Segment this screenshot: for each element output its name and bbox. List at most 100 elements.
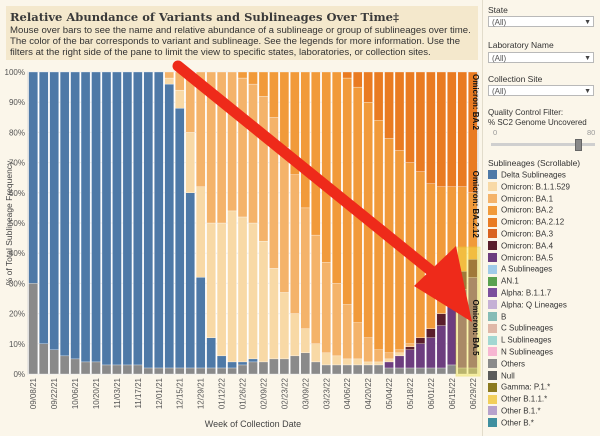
series-annotation: Omicron: BA.5 bbox=[471, 300, 480, 357]
bar-segment bbox=[80, 71, 91, 363]
legend-item[interactable]: B bbox=[488, 311, 506, 323]
series-annotation: Omicron: BA.2.12 bbox=[471, 171, 480, 239]
legend-item[interactable]: Other B.* bbox=[488, 418, 534, 429]
bar-segment bbox=[373, 361, 384, 366]
x-tick-label: 09/22/21 bbox=[50, 377, 59, 409]
legend-swatch bbox=[488, 347, 497, 357]
bar-segment bbox=[290, 174, 300, 314]
state-filter-value: (All) bbox=[492, 18, 507, 27]
series-annotation: Omicron: BA.2 bbox=[471, 74, 480, 131]
y-tick-label: 60% bbox=[9, 189, 25, 198]
x-tick-label: 09/08/21 bbox=[29, 377, 38, 409]
bar-segment bbox=[321, 364, 331, 375]
legend-item[interactable]: Other B.1.1.* bbox=[488, 394, 547, 405]
bar-segment bbox=[290, 355, 300, 375]
legend-label: Other B.1.1.* bbox=[501, 394, 548, 404]
y-tick-label: 80% bbox=[9, 128, 25, 137]
bar-segment bbox=[216, 367, 227, 375]
bar-segment bbox=[101, 364, 112, 375]
bar-segment bbox=[436, 313, 447, 326]
bar-segment bbox=[258, 96, 269, 242]
legend-item[interactable]: Omicron: BA.1 bbox=[488, 193, 554, 205]
bar-segment bbox=[227, 361, 237, 369]
legend-swatch bbox=[488, 205, 497, 215]
bar-segment bbox=[248, 71, 258, 85]
bar-segment bbox=[143, 71, 153, 369]
legend-label: Delta Sublineages bbox=[501, 170, 566, 180]
y-tick-label: 0% bbox=[13, 370, 25, 379]
y-tick-label: 50% bbox=[9, 219, 25, 228]
legend-swatch bbox=[488, 359, 497, 369]
bar-segment bbox=[175, 367, 185, 375]
bar-segment bbox=[394, 349, 405, 354]
bar-segment bbox=[206, 222, 216, 338]
lab-filter-value: (All) bbox=[492, 54, 507, 63]
legend-item[interactable]: L Sublineages bbox=[488, 335, 551, 346]
legend-item[interactable]: Delta Sublineages bbox=[488, 170, 566, 181]
legend-item[interactable]: Alpha: Q Lineages bbox=[488, 300, 567, 311]
arrow-head bbox=[414, 246, 472, 322]
bar-segment bbox=[164, 367, 174, 375]
bar-segment bbox=[269, 268, 279, 360]
bar-segment bbox=[70, 358, 80, 375]
x-tick-label: 12/15/21 bbox=[176, 377, 185, 409]
legend-label: Other B.1.* bbox=[501, 406, 541, 416]
bar-segment bbox=[196, 186, 206, 278]
legend-label: Gamma: P.1.* bbox=[501, 382, 551, 392]
qc-slider-track[interactable] bbox=[491, 143, 595, 146]
abundance-chart: 0% 10% 20% 30% 40% 50% 60% 70% 80% 90% 100% 09/08/2… bbox=[4, 60, 481, 429]
x-tick-label: 01/26/22 bbox=[239, 377, 248, 409]
legend-item[interactable]: Null bbox=[488, 370, 515, 382]
legend-item[interactable]: A Sublineages bbox=[488, 264, 552, 275]
legend-label: L Sublineages bbox=[501, 335, 552, 345]
bar-segment bbox=[384, 361, 394, 369]
x-tick-label: 11/17/21 bbox=[134, 377, 143, 408]
arrow-shaft bbox=[172, 60, 446, 284]
legend-item[interactable]: Omicron: BA.4 bbox=[488, 241, 553, 252]
header-box: Relative Abundance of Variants and Subli… bbox=[6, 6, 478, 60]
legend-item[interactable]: C Sublineages bbox=[488, 323, 553, 334]
legend-swatch bbox=[488, 264, 497, 274]
bar-segment bbox=[353, 358, 363, 366]
legend-swatch bbox=[488, 335, 497, 345]
bar-segment bbox=[248, 222, 258, 360]
site-filter-select[interactable]: (All) ▼ bbox=[488, 85, 594, 96]
legend-item[interactable]: Omicron: BA.3 bbox=[488, 229, 553, 240]
legend-item[interactable]: Omicron: B.1.1.529 bbox=[488, 182, 570, 193]
legend-item[interactable]: Omicron: BA.2.12 bbox=[488, 217, 564, 228]
legend-label: Omicron: BA.2 bbox=[501, 205, 554, 215]
legend-item[interactable]: Other B.1.* bbox=[488, 406, 541, 417]
bar-segment bbox=[227, 71, 237, 212]
bar-segment bbox=[237, 361, 248, 366]
legend-item[interactable]: Others bbox=[488, 359, 525, 370]
legend-swatch bbox=[488, 229, 497, 239]
bar-segment bbox=[363, 71, 373, 103]
bar-segment bbox=[279, 71, 290, 148]
legend-item[interactable]: N Sublineages bbox=[488, 347, 553, 358]
legend-item[interactable]: Alpha: B.1.1.7 bbox=[488, 288, 551, 299]
y-tick-label: 10% bbox=[9, 340, 25, 349]
bar-segment bbox=[321, 71, 331, 263]
bar-segment bbox=[133, 364, 143, 375]
page-description: Mouse over bars to see the name and rela… bbox=[10, 25, 471, 58]
qc-slider-handle[interactable] bbox=[575, 139, 582, 151]
legend-item[interactable]: AN.1 bbox=[488, 276, 519, 287]
legend-label: Omicron: BA.1 bbox=[501, 193, 554, 203]
legend-label: C Sublineages bbox=[501, 323, 554, 333]
bar-segment bbox=[185, 367, 195, 375]
legend-swatch bbox=[488, 217, 497, 227]
bar-segment bbox=[206, 71, 216, 224]
legend-item[interactable]: Omicron: BA.5 bbox=[488, 252, 553, 264]
bar-segment bbox=[185, 132, 195, 193]
legend-label: Null bbox=[501, 370, 515, 380]
bar-segment bbox=[373, 364, 384, 375]
lab-filter-select[interactable]: (All) ▼ bbox=[488, 52, 594, 63]
bar-segment bbox=[216, 222, 227, 357]
state-filter-select[interactable]: (All) ▼ bbox=[488, 16, 594, 27]
bar-segment bbox=[415, 367, 426, 375]
bar-segment bbox=[122, 364, 133, 375]
legend-item[interactable]: Gamma: P.1.* bbox=[488, 382, 550, 393]
bar-segment bbox=[279, 292, 290, 360]
legend-item[interactable]: Omicron: BA.2 bbox=[488, 205, 553, 216]
bar-segment bbox=[405, 349, 415, 369]
